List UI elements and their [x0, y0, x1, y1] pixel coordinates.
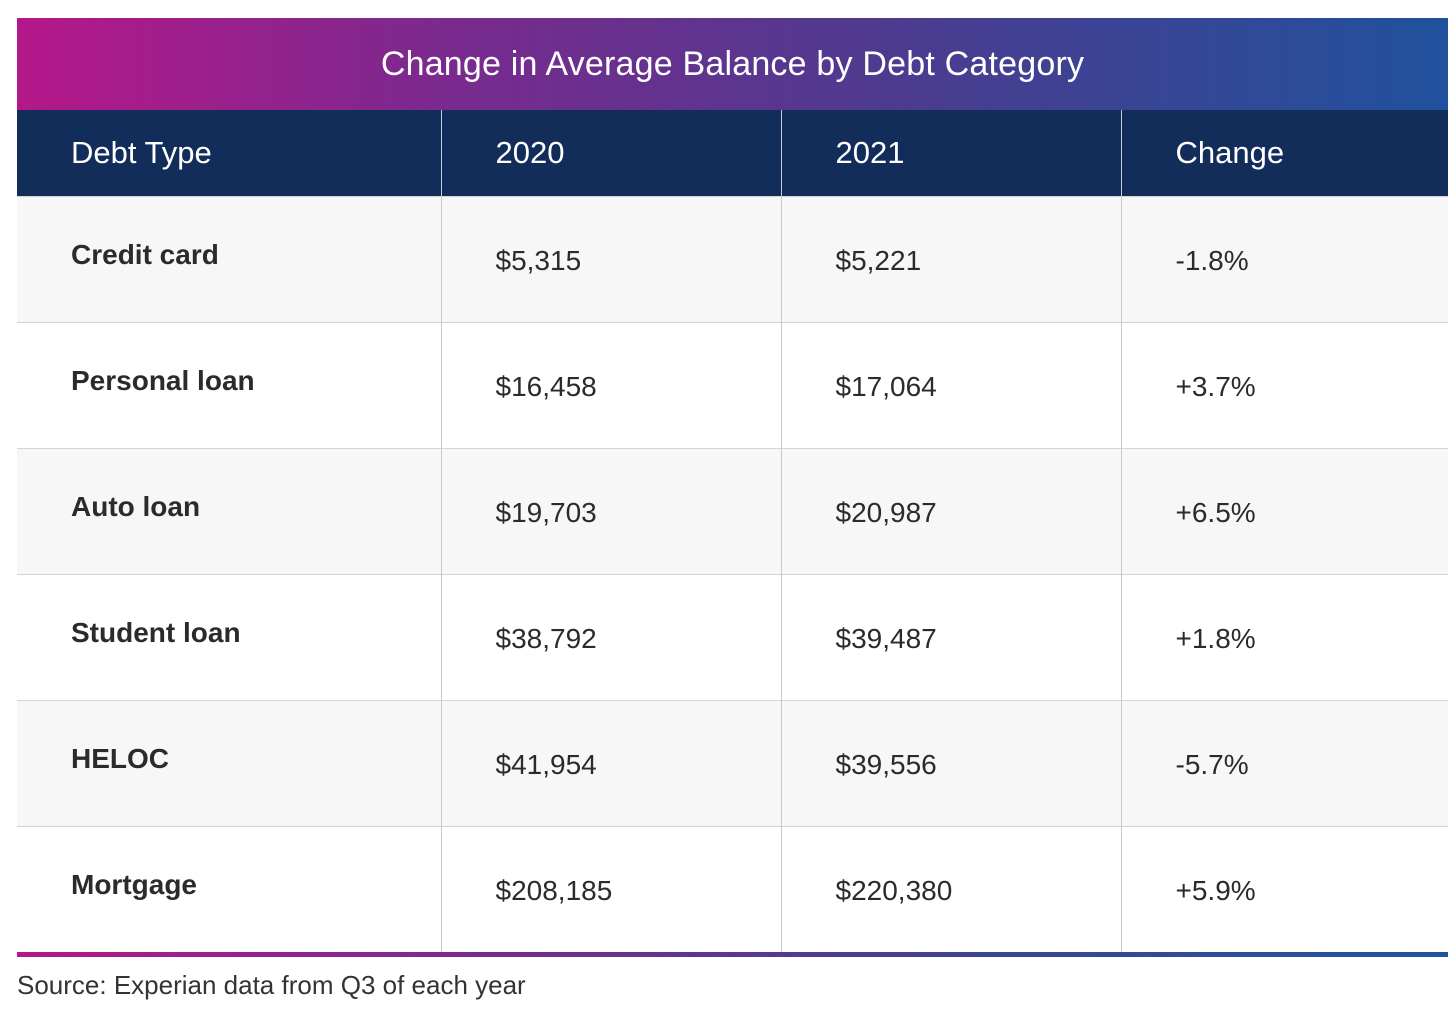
- cell-change: -1.8%: [1120, 195, 1448, 322]
- cell-debt-type: Mortgage: [17, 825, 441, 952]
- cell-2020: $19,703: [440, 447, 781, 574]
- table-title: Change in Average Balance by Debt Catego…: [17, 18, 1448, 110]
- cell-2020: $5,315: [440, 195, 781, 322]
- table-row: Student loan $38,792 $39,487 +1.8%: [17, 573, 1448, 700]
- table-row: Personal loan $16,458 $17,064 +3.7%: [17, 321, 1448, 448]
- cell-change: +1.8%: [1120, 573, 1448, 700]
- cell-2020: $16,458: [440, 321, 781, 448]
- debt-table: Debt Type 2020 2021 Change Credit card $…: [17, 110, 1448, 952]
- source-note: Source: Experian data from Q3 of each ye…: [17, 970, 526, 1000]
- cell-change: -5.7%: [1120, 699, 1448, 826]
- table-row: Credit card $5,315 $5,221 -1.8%: [17, 195, 1448, 322]
- column-header-debt-type: Debt Type: [71, 134, 212, 170]
- column-header-change: Change: [1120, 110, 1448, 196]
- cell-change: +5.9%: [1120, 825, 1448, 952]
- cell-change: +3.7%: [1120, 321, 1448, 448]
- table-row: HELOC $41,954 $39,556 -5.7%: [17, 699, 1448, 826]
- cell-debt-type: Auto loan: [17, 447, 441, 574]
- cell-debt-type: Student loan: [17, 573, 441, 700]
- cell-change: +6.5%: [1120, 447, 1448, 574]
- column-header-2021: 2021: [780, 110, 1121, 196]
- cell-debt-type: HELOC: [17, 699, 441, 826]
- table-row: Auto loan $19,703 $20,987 +6.5%: [17, 447, 1448, 574]
- cell-2021: $17,064: [780, 321, 1121, 448]
- cell-2020: $38,792: [440, 573, 781, 700]
- cell-2020: $208,185: [440, 825, 781, 952]
- column-header-2020: 2020: [440, 110, 781, 196]
- cell-2021: $39,487: [780, 573, 1121, 700]
- table-container: Change in Average Balance by Debt Catego…: [17, 18, 1448, 957]
- cell-2020: $41,954: [440, 699, 781, 826]
- cell-2021: $220,380: [780, 825, 1121, 952]
- cell-debt-type: Personal loan: [17, 321, 441, 448]
- bottom-gradient-divider: [17, 952, 1448, 957]
- cell-2021: $5,221: [780, 195, 1121, 322]
- cell-debt-type: Credit card: [17, 195, 441, 322]
- cell-2021: $20,987: [780, 447, 1121, 574]
- cell-2021: $39,556: [780, 699, 1121, 826]
- header-row: Debt Type 2020 2021 Change: [17, 110, 1448, 196]
- table-row: Mortgage $208,185 $220,380 +5.9%: [17, 825, 1448, 952]
